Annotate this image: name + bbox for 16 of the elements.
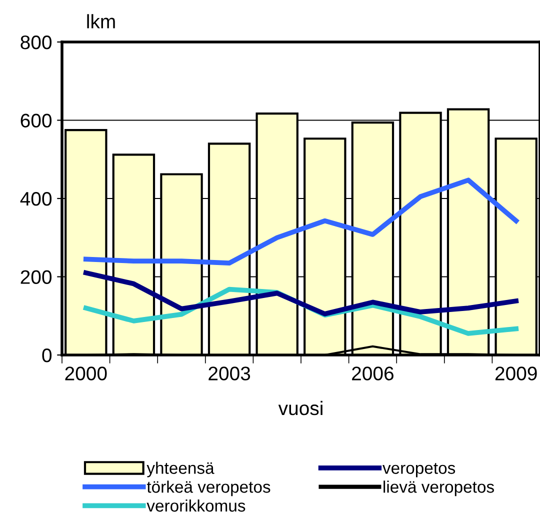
y-tick-label: 0	[42, 348, 52, 362]
legend-label: veropetos	[382, 463, 456, 478]
legend-label: lievä veropetos	[384, 480, 494, 496]
x-axis-title: vuosi	[278, 400, 322, 416]
legend-label: verorikkomus	[146, 499, 246, 512]
y-axis-title: lkm	[87, 14, 115, 28]
legend-label: törkeä veropetos	[146, 480, 270, 496]
y-tick-label: 600	[20, 114, 52, 128]
x-tick-label: 2003	[208, 366, 250, 380]
x-tick-label: 2000	[65, 366, 107, 380]
y-tick-label: 800	[20, 35, 52, 50]
y-tick-label: 400	[20, 192, 52, 206]
legend-label: yhteensä	[146, 462, 214, 478]
x-tick-label: 2006	[352, 366, 394, 380]
x-tick-label: 2009	[495, 366, 537, 380]
y-tick-label: 200	[20, 270, 52, 284]
